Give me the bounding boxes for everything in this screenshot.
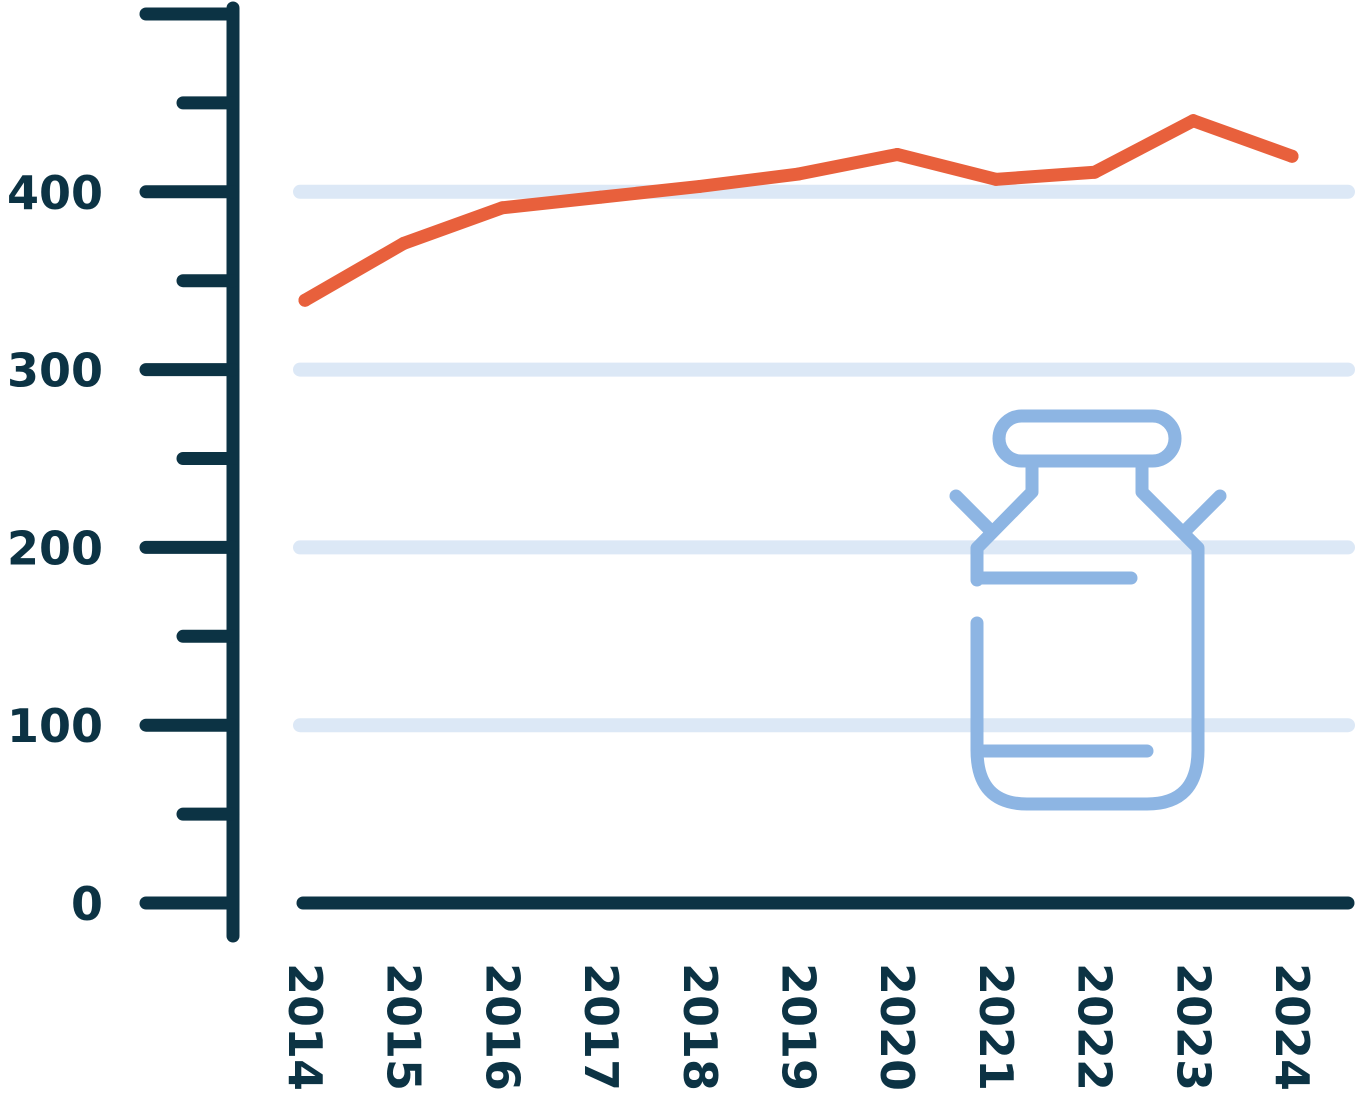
y-tick-label-0: 0 xyxy=(71,877,103,931)
data-point-2023 xyxy=(1186,114,1200,128)
data-point-2022 xyxy=(1088,165,1102,179)
x-tick-labels: 2014 2015 2016 2017 2018 2019 2020 2021 2022 2023… xyxy=(278,963,1319,1091)
x-tick-label-2024: 2024 xyxy=(1265,963,1319,1091)
data-point-2019 xyxy=(792,167,805,181)
series-layer xyxy=(298,114,1299,307)
data-point-2017 xyxy=(594,190,608,204)
x-tick-label-2023: 2023 xyxy=(1166,963,1220,1091)
y-tick-labels: 0 100 200 300 400 xyxy=(7,166,103,931)
milk-can-icon xyxy=(949,409,1227,811)
data-point-2016 xyxy=(495,201,509,215)
x-tick-label-2019: 2019 xyxy=(772,963,826,1091)
x-tick-label-2018: 2018 xyxy=(673,963,727,1091)
y-tick-label-100: 100 xyxy=(7,699,103,753)
y-tick-label-200: 200 xyxy=(7,521,103,575)
data-point-2018 xyxy=(693,179,707,193)
gridlines xyxy=(293,184,1355,733)
x-tick-label-2017: 2017 xyxy=(574,963,628,1091)
data-point-2020 xyxy=(890,147,904,161)
series-line xyxy=(298,114,1299,307)
x-tick-label-2022: 2022 xyxy=(1068,963,1122,1091)
y-tick-label-400: 400 xyxy=(7,166,103,220)
x-tick-label-2015: 2015 xyxy=(377,963,431,1091)
x-tick-label-2020: 2020 xyxy=(870,963,924,1091)
data-point-2024 xyxy=(1285,149,1299,163)
y-tick-label-300: 300 xyxy=(7,344,103,398)
x-tick-label-2016: 2016 xyxy=(475,963,529,1091)
x-tick-label-2021: 2021 xyxy=(969,963,1023,1091)
data-point-2014 xyxy=(298,293,312,307)
x-tick-label-2014: 2014 xyxy=(278,963,332,1091)
data-point-2021 xyxy=(989,172,1003,186)
y-axis xyxy=(139,1,1355,943)
data-point-2015 xyxy=(397,236,411,250)
